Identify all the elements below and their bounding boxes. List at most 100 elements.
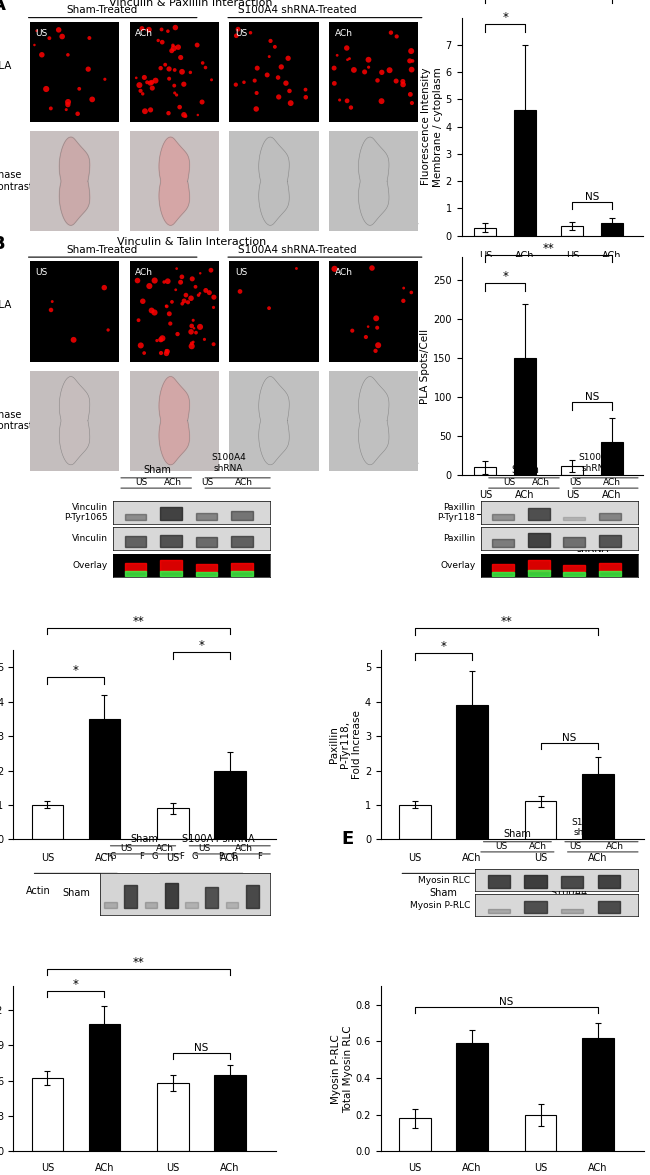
Text: E: E (341, 831, 354, 848)
Text: S100A4
shRNA: S100A4 shRNA (211, 454, 246, 472)
Text: Sham: Sham (62, 888, 90, 899)
Text: Paxillin: Paxillin (443, 535, 475, 543)
Text: NS: NS (562, 733, 577, 743)
Text: US: US (136, 478, 148, 486)
Bar (399, 1119, 431, 1152)
Text: US: US (199, 845, 211, 853)
Text: ACh: ACh (606, 841, 623, 851)
Bar (88, 719, 120, 839)
Text: Myosin RLC: Myosin RLC (418, 875, 470, 885)
Bar (88, 1025, 120, 1152)
Text: Vinculin & Paxillin Interaction: Vinculin & Paxillin Interaction (109, 0, 273, 8)
Text: Overlay: Overlay (72, 562, 108, 570)
Text: ACh: ACh (235, 478, 254, 486)
Text: NS: NS (194, 1043, 209, 1053)
Text: S100A4 shRNA-Treated: S100A4 shRNA-Treated (238, 5, 357, 15)
Text: PLA: PLA (0, 61, 11, 70)
Text: Sham: Sham (131, 834, 159, 844)
Text: G: G (231, 852, 237, 860)
Text: S100A4
shRNA: S100A4 shRNA (579, 454, 614, 472)
Text: **: ** (543, 242, 554, 255)
Text: Sham: Sham (491, 532, 519, 542)
Text: F: F (218, 852, 223, 860)
Text: ACh: ACh (220, 853, 240, 862)
Text: US: US (408, 853, 422, 862)
Text: PLA: PLA (0, 300, 11, 310)
Text: S100A4
shRNA: S100A4 shRNA (571, 818, 606, 837)
Bar (157, 1083, 188, 1152)
Y-axis label: Paxillin
P-Tyr118,
Fold Increase: Paxillin P-Tyr118, Fold Increase (329, 711, 362, 779)
Text: *: * (502, 270, 508, 283)
Text: ACh: ACh (157, 845, 174, 853)
Text: ACh: ACh (462, 1163, 482, 1173)
Bar (157, 808, 188, 839)
Text: US: US (503, 478, 515, 486)
Bar (525, 801, 556, 839)
Bar (582, 774, 614, 839)
Text: NS: NS (499, 998, 514, 1007)
Text: ACh: ACh (95, 853, 114, 862)
Text: Overlay: Overlay (440, 562, 475, 570)
Bar (525, 1115, 556, 1152)
Y-axis label: Fluorescence Intensity
Membrane / cytoplasm: Fluorescence Intensity Membrane / cytopl… (421, 67, 443, 187)
Text: ACh: ACh (602, 251, 621, 261)
Text: ACh: ACh (164, 478, 182, 486)
Y-axis label: Myosin P-RLC
Total Myosin RLC: Myosin P-RLC Total Myosin RLC (332, 1025, 353, 1113)
Text: Sham: Sham (504, 830, 531, 839)
Text: Vinculin: Vinculin (72, 535, 108, 543)
Bar (601, 442, 623, 475)
Text: G: G (151, 852, 158, 860)
Text: S100A4
shRNA: S100A4 shRNA (551, 888, 588, 911)
Bar (32, 1079, 63, 1152)
Text: Paxillin
P-Tyr118: Paxillin P-Tyr118 (437, 503, 475, 522)
Text: NS: NS (585, 192, 599, 202)
Text: F: F (179, 852, 183, 860)
Text: B: B (0, 235, 5, 254)
Text: F: F (257, 852, 263, 860)
Text: S100A4 shRNA: S100A4 shRNA (181, 834, 254, 844)
Text: Vinculin
P-Tyr1065: Vinculin P-Tyr1065 (64, 503, 108, 522)
Text: US: US (534, 853, 547, 862)
Text: Sham: Sham (144, 465, 172, 475)
Text: S100A4 shRNA-Treated: S100A4 shRNA-Treated (238, 244, 357, 255)
Bar (399, 805, 431, 839)
Bar (214, 1075, 246, 1152)
Text: ACh: ACh (95, 1163, 114, 1173)
Text: ACh: ACh (588, 1163, 608, 1173)
Text: **: ** (133, 956, 144, 969)
Text: ACh: ACh (515, 251, 535, 261)
Text: ACh: ACh (462, 853, 482, 862)
Bar (582, 1038, 614, 1152)
Text: US: US (166, 853, 179, 862)
Bar (32, 805, 63, 839)
Text: **: ** (500, 616, 512, 629)
Text: Vinculin & Talin Interaction: Vinculin & Talin Interaction (116, 237, 266, 248)
Text: ACh: ACh (235, 845, 254, 853)
Text: ACh: ACh (602, 490, 621, 501)
Text: 10μm: 10μm (382, 457, 404, 466)
Bar (514, 358, 536, 475)
Text: US: US (41, 853, 54, 862)
Text: S100A4
shRNA: S100A4 shRNA (573, 293, 611, 314)
Text: US: US (566, 490, 579, 501)
Bar (456, 1043, 488, 1152)
Text: Phase
Contrast: Phase Contrast (0, 170, 34, 192)
Bar (562, 226, 583, 236)
Text: US: US (569, 478, 581, 486)
Text: S100A4
shRNA: S100A4 shRNA (573, 532, 611, 553)
Text: S100A4
shRNA: S100A4 shRNA (183, 888, 220, 911)
Text: US: US (569, 841, 581, 851)
Text: US: US (566, 251, 579, 261)
Text: Sham: Sham (512, 465, 540, 475)
Text: F: F (139, 852, 144, 860)
Text: US: US (166, 1163, 179, 1173)
Bar (562, 465, 583, 475)
Text: Myosin P-RLC: Myosin P-RLC (410, 901, 470, 909)
Text: *: * (73, 978, 79, 991)
Text: US: US (478, 251, 492, 261)
Text: US: US (120, 845, 132, 853)
Bar (601, 223, 623, 236)
Bar (456, 705, 488, 839)
Text: *: * (198, 639, 204, 652)
Text: A: A (0, 0, 6, 14)
